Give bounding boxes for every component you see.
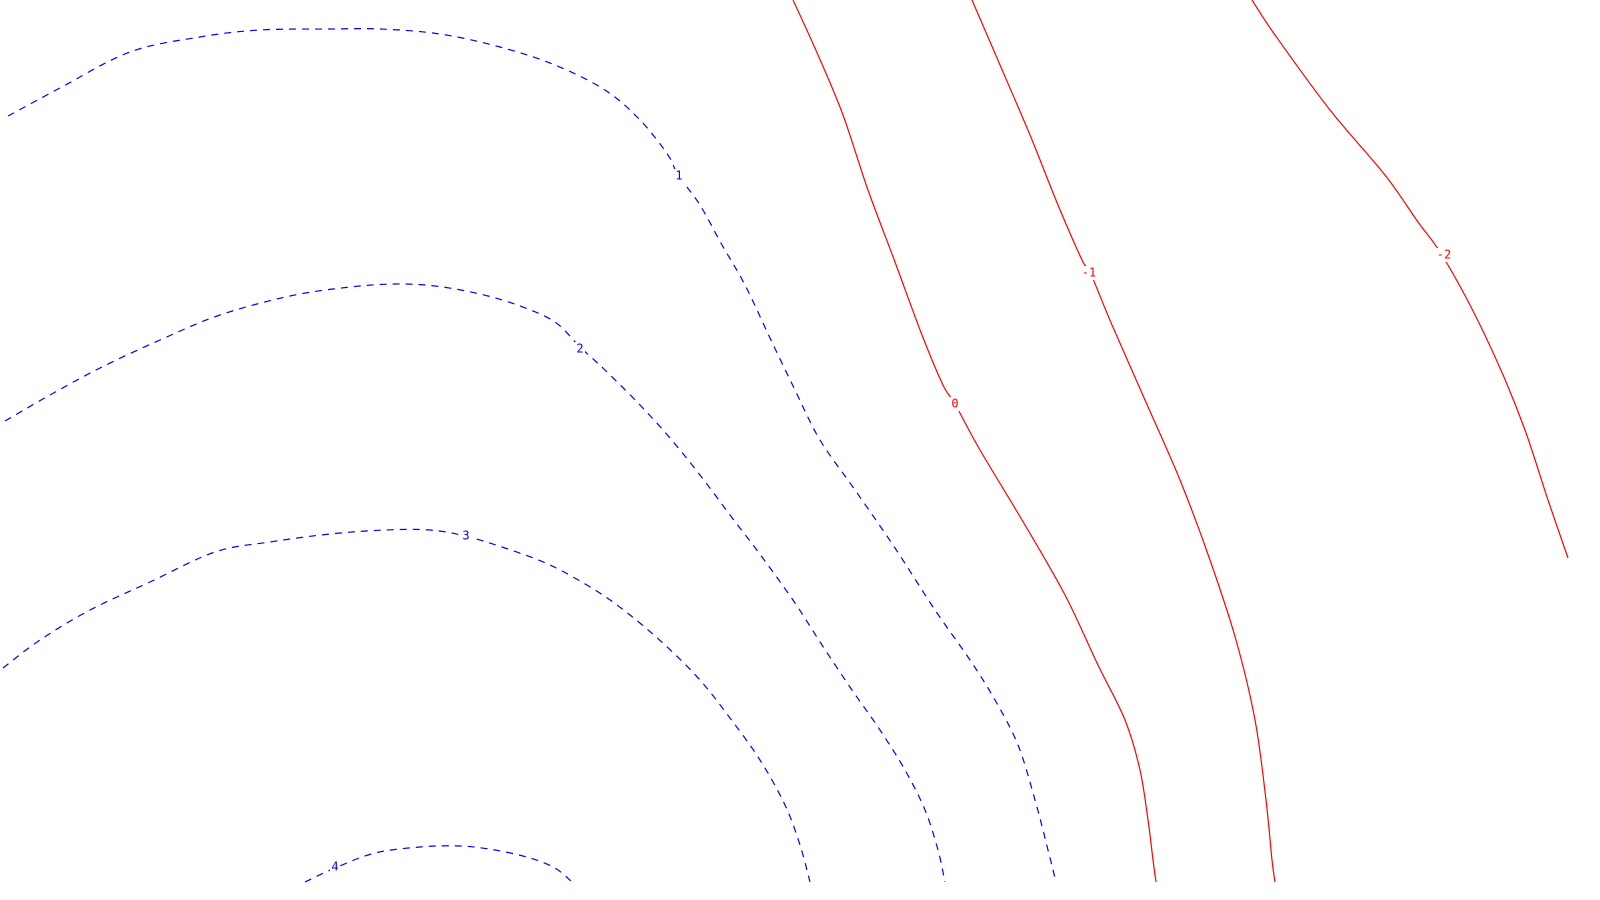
contour-label-bg: [1436, 248, 1452, 262]
contour-labels: -2 -1 0 1 2 3 4: [330, 169, 1452, 874]
contour-line-3: [2, 528, 811, 883]
contour-label-bg: [330, 860, 340, 874]
contour-label-neg1: -1: [1082, 266, 1096, 280]
contour-line-4: [304, 845, 573, 883]
contour-label-0: 0: [951, 397, 958, 411]
contour-label-4: 4: [331, 860, 338, 874]
contour-line-neg1: [971, 0, 1276, 883]
contour-label-2: 2: [576, 342, 583, 356]
contour-label-neg2: -2: [1437, 248, 1451, 262]
contour-label-bg: [1081, 266, 1097, 280]
contour-line-2: [4, 283, 946, 883]
contour-label-bg: [575, 342, 585, 356]
contour-label-bg: [950, 397, 960, 411]
contour-line-neg2: [1251, 0, 1569, 559]
contour-line-1: [7, 27, 1057, 883]
contour-line-0: [792, 0, 1157, 883]
contour-lines: [2, 0, 1569, 883]
contour-label-bg: [461, 529, 471, 543]
contour-label-bg: [674, 169, 684, 183]
contour-label-1: 1: [675, 169, 682, 183]
contour-label-3: 3: [462, 529, 469, 543]
